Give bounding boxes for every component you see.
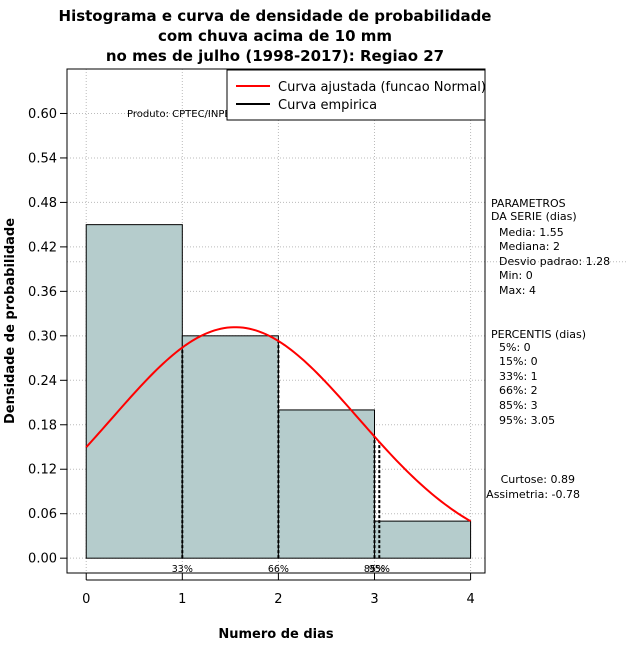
- y-tick-label: 0.36: [28, 285, 57, 300]
- percentis-title: PERCENTIS (dias): [491, 328, 586, 341]
- percentil-33: 33%: 1: [499, 370, 538, 383]
- x-tick-label: 2: [274, 592, 282, 607]
- histogram-bar: [181, 335, 279, 559]
- y-tick-label: 0.54: [28, 151, 57, 166]
- param-median: Mediana: 2: [499, 240, 560, 253]
- y-tick-label: 0.42: [28, 240, 57, 255]
- x-tick-label: 3: [370, 592, 378, 607]
- legend: Curva ajustada (funcao Normal) Curva emp…: [226, 69, 486, 121]
- y-tick-label: 0.48: [28, 196, 57, 211]
- percentil-66: 66%: 2: [499, 384, 538, 397]
- x-axis-title: Numero de dias: [218, 627, 334, 642]
- chart-title-line-3: no mes de julho (1998-2017): Regiao 27: [106, 47, 444, 65]
- params-title-2: DA SERIE (dias): [491, 210, 577, 223]
- histogram-bar: [85, 224, 183, 559]
- x-tick-label: 0: [82, 592, 90, 607]
- param-max: Max: 4: [499, 284, 536, 297]
- params-panel: PARAMETROS DA SERIE (dias) Media: 1.55 M…: [491, 197, 610, 297]
- chart-title-line-1: Histograma e curva de densidade de proba…: [59, 7, 492, 25]
- percentil-15: 15%: 0: [499, 355, 538, 368]
- percentile-label: 85%: [364, 564, 385, 575]
- y-tick-label: 0.00: [28, 552, 57, 567]
- percentile-lines-layer: 33% 66% 85%95%: [172, 341, 390, 575]
- params-title-1: PARAMETROS: [491, 197, 566, 210]
- percentile-label: 95%: [369, 564, 390, 575]
- histogram-bar: [373, 520, 472, 559]
- param-sd: Desvio padrao: 1.28: [499, 255, 610, 268]
- y-tick-label: 0.24: [28, 374, 57, 389]
- normal-curve: [85, 326, 472, 523]
- percentil-95: 95%: 3.05: [499, 414, 555, 427]
- y-tick-label: 0.18: [28, 418, 57, 433]
- y-tick-label: 0.12: [28, 463, 57, 478]
- x-tick-label: 4: [466, 592, 474, 607]
- source-label: Produto: CPTEC/INPE: [127, 109, 231, 120]
- legend-label-normal: Curva ajustada (funcao Normal): [278, 80, 486, 95]
- plot-frame: [66, 68, 486, 574]
- curve-layer: [85, 326, 472, 523]
- percentil-5: 5%: 0: [499, 341, 531, 354]
- percentil-85: 85%: 3: [499, 399, 538, 412]
- histogram-bar: [277, 409, 375, 559]
- percentis-panel: PERCENTIS (dias) 5%: 0 15%: 0 33%: 1 66%…: [491, 328, 586, 427]
- axes-layer: 0 1 2 3 4 0.00 0.06 0.12 0.18 0.24 0.30 0.36 0.42 0.4…: [28, 107, 475, 607]
- percentile-label: 33%: [172, 564, 193, 575]
- percentile-label: 66%: [268, 564, 289, 575]
- y-tick-label: 0.30: [28, 329, 57, 344]
- legend-box: [226, 69, 486, 121]
- param-min: Min: 0: [499, 269, 533, 282]
- stat-curtose: Curtose: 0.89: [501, 473, 575, 486]
- x-tick-label: 1: [178, 592, 186, 607]
- param-mean: Media: 1.55: [499, 226, 564, 239]
- y-tick-label: 0.06: [28, 507, 57, 522]
- bars-layer: [85, 224, 472, 559]
- stat-assimetria: Assimetria: -0.78: [486, 488, 580, 501]
- y-axis-title: Densidade de probabilidade: [3, 218, 18, 424]
- y-tick-label: 0.60: [28, 107, 57, 122]
- legend-label-empirical: Curva empirica: [278, 98, 377, 113]
- chart-title-line-2: com chuva acima de 10 mm: [158, 27, 392, 45]
